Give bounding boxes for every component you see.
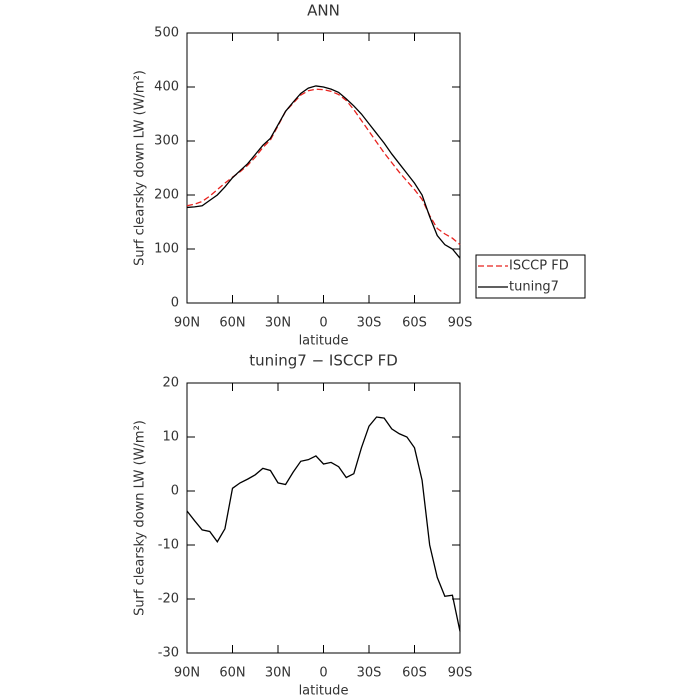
y-axis-label: Surf clearsky down LW (W/m²) — [133, 70, 148, 266]
x-tick-label: 90N — [174, 316, 200, 331]
y-tick-label: 400 — [154, 80, 179, 95]
x-tick-label: 30S — [357, 666, 382, 681]
y-tick-label: 100 — [154, 242, 179, 257]
y-tick-label: 0 — [171, 484, 179, 499]
x-axis-label: latitude — [299, 334, 349, 349]
x-tick-label: 60S — [402, 666, 427, 681]
x-tick-label: 30N — [265, 666, 291, 681]
y-tick-label: -30 — [158, 646, 179, 661]
x-tick-label: 90S — [448, 316, 473, 331]
y-tick-label: -10 — [158, 538, 179, 553]
series-line — [186, 85, 461, 259]
x-tick-label: 60N — [219, 316, 245, 331]
legend-box — [475, 254, 586, 299]
y-tick-label: -20 — [158, 592, 179, 607]
y-tick-label: 200 — [154, 188, 179, 203]
x-axis-label: latitude — [299, 684, 349, 699]
legend-label: tuning7 — [509, 280, 559, 295]
x-tick-label: 90N — [174, 666, 200, 681]
x-tick-label: 0 — [319, 666, 327, 681]
y-tick-label: 10 — [162, 430, 179, 445]
x-tick-label: 60S — [402, 316, 427, 331]
x-tick-label: 60N — [219, 666, 245, 681]
chart-title: tuning7 − ISCCP FD — [249, 352, 398, 370]
y-tick-label: 0 — [171, 296, 179, 311]
chart-title: ANN — [307, 2, 340, 20]
x-tick-label: 0 — [319, 316, 327, 331]
legend-label: ISCCP FD — [509, 259, 569, 274]
x-tick-label: 30S — [357, 316, 382, 331]
plot-frame — [186, 32, 461, 304]
y-axis-label: Surf clearsky down LW (W/m²) — [133, 420, 148, 616]
y-tick-label: 300 — [154, 134, 179, 149]
series-line — [186, 88, 461, 246]
x-tick-label: 30N — [265, 316, 291, 331]
plot-frame — [186, 382, 461, 654]
y-tick-label: 500 — [154, 26, 179, 41]
x-tick-label: 90S — [448, 666, 473, 681]
y-tick-label: 20 — [162, 376, 179, 391]
series-line — [186, 416, 461, 632]
